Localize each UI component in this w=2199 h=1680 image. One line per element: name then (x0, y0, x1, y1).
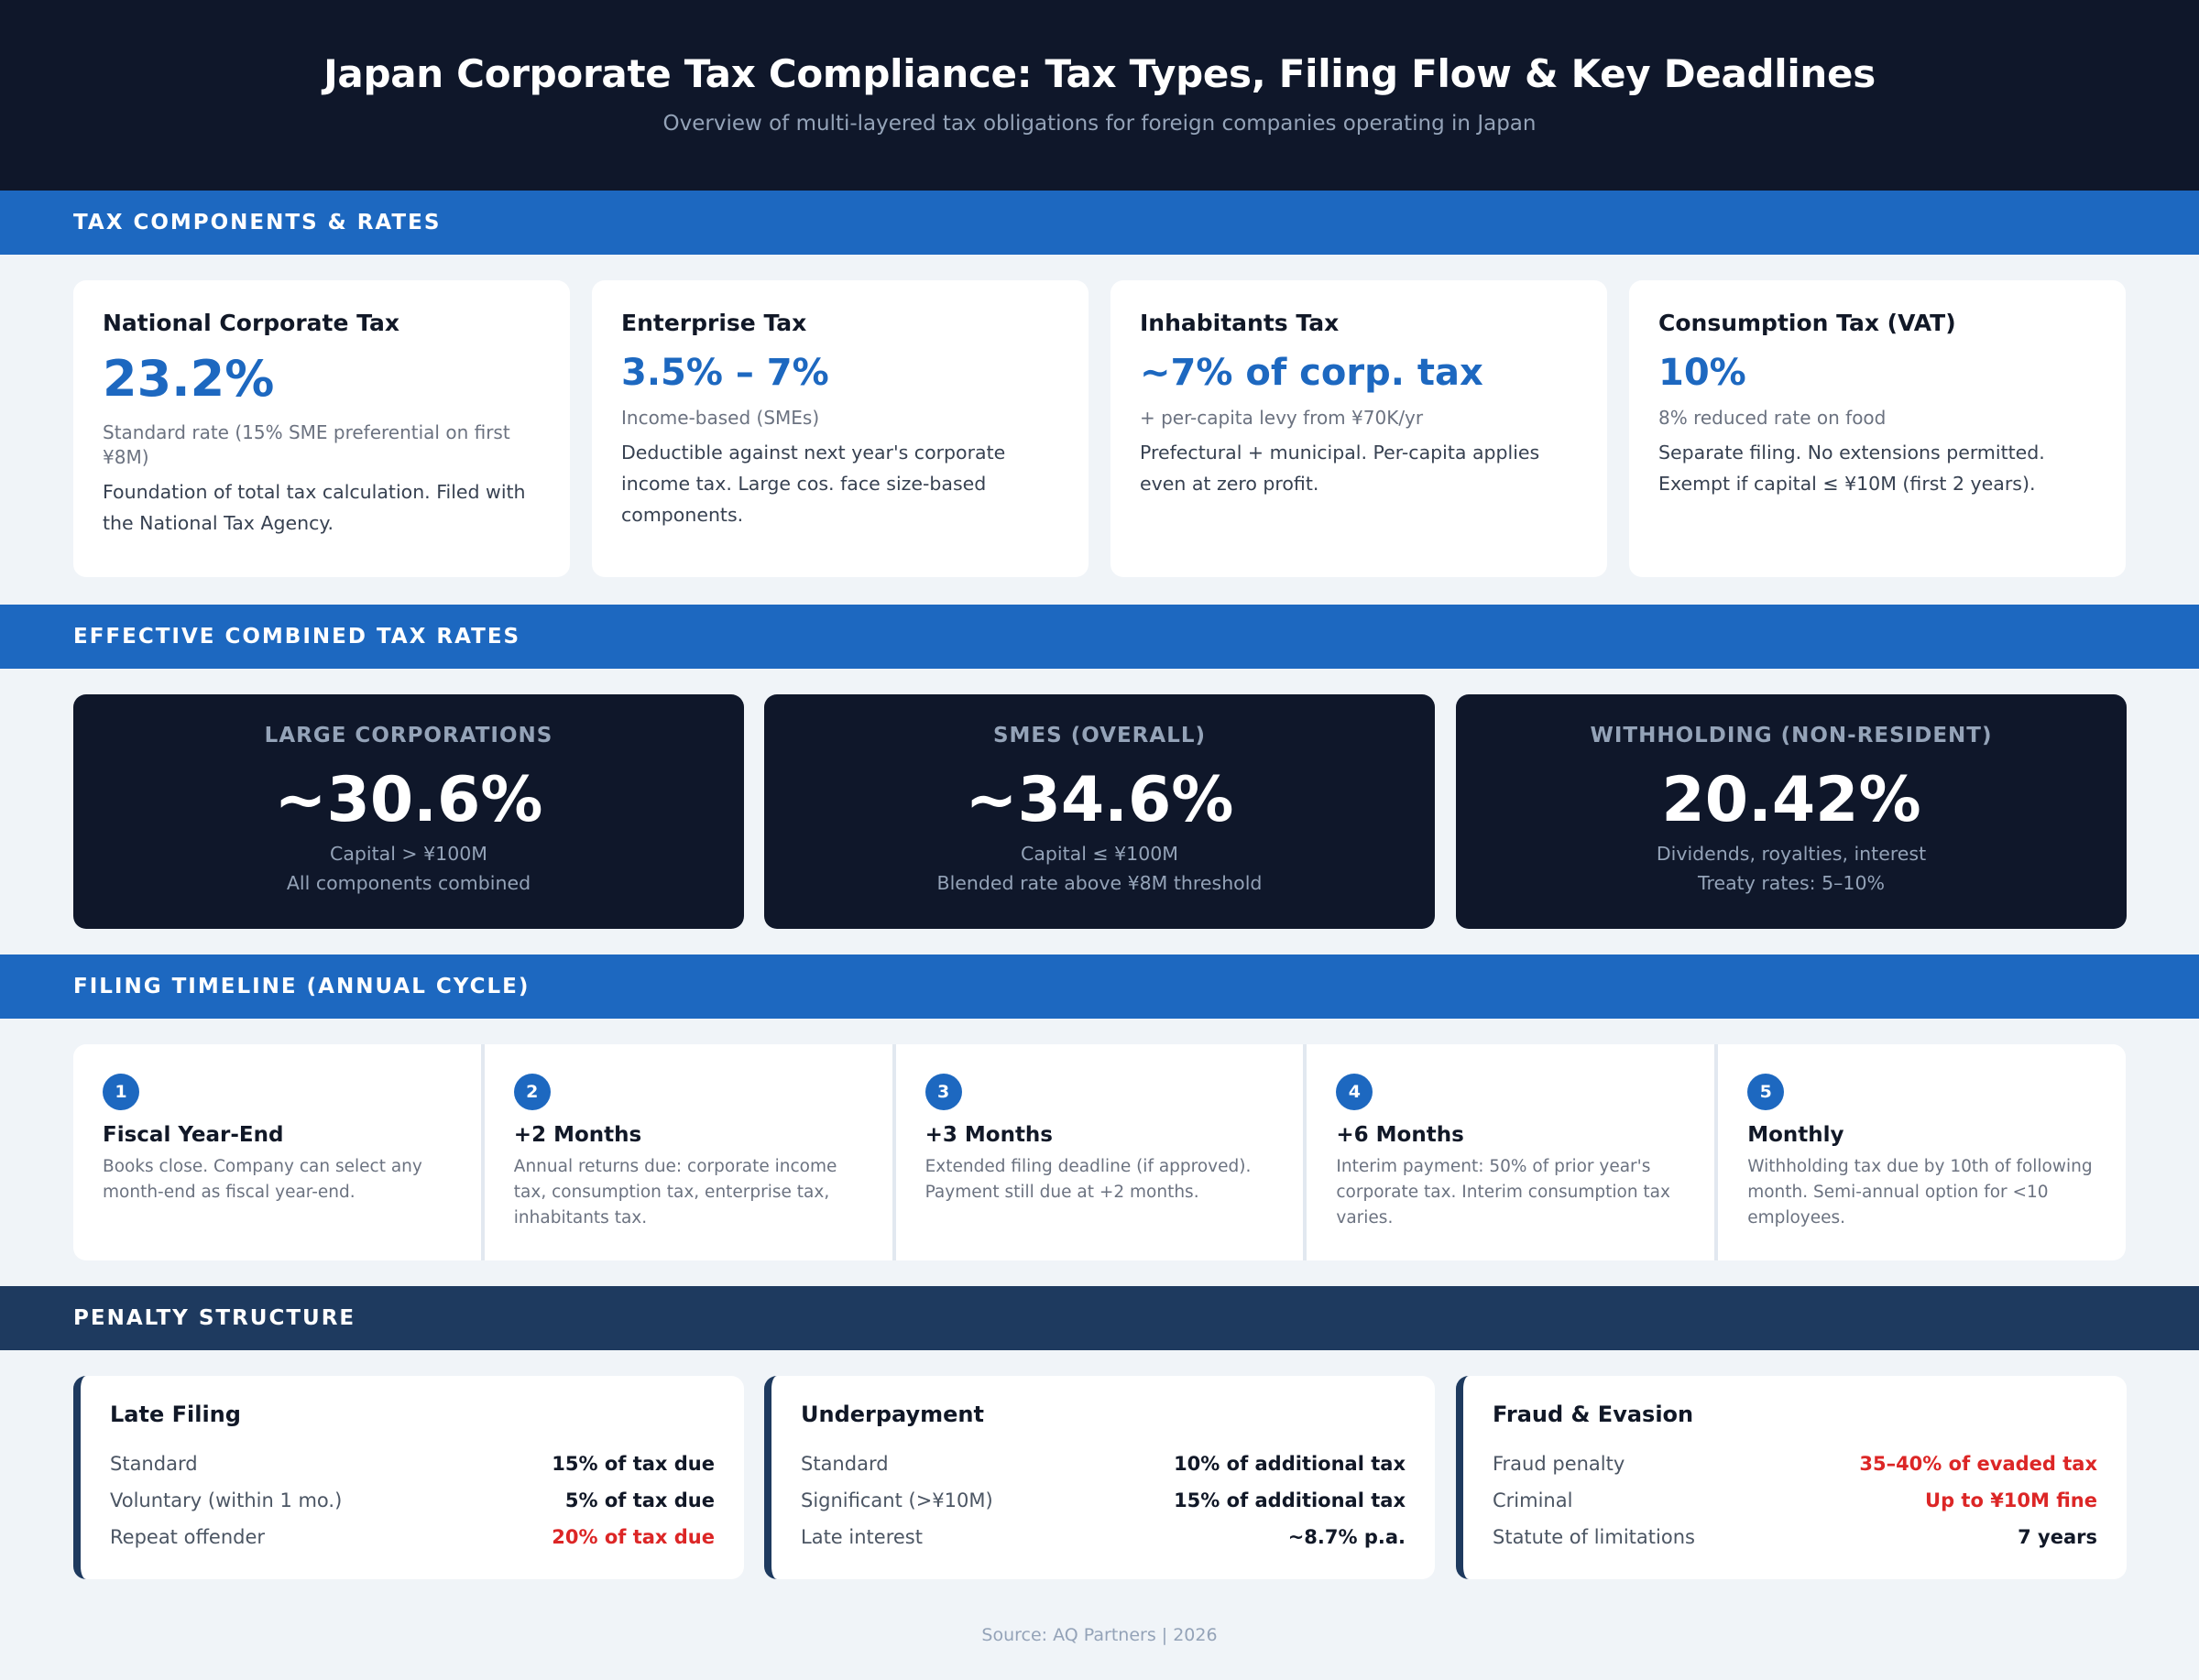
effective-rate-line: Treaty rates: 5–10% (1698, 872, 1885, 894)
effective-rate-line: Dividends, royalties, interest (1656, 843, 1927, 865)
tax-card-note: Standard rate (15% SME preferential on f… (103, 421, 510, 468)
penalty-value: 15% of additional tax (1174, 1489, 1406, 1511)
tax-card-note: 8% reduced rate on food (1658, 407, 1887, 429)
section-header-effective: EFFECTIVE COMBINED TAX RATES (0, 605, 2199, 669)
tax-card-enterprise: Enterprise Tax 3.5% – 7% Income-based (S… (592, 280, 1089, 577)
tax-card-rate: 3.5% – 7% (621, 352, 829, 394)
page-subtitle: Overview of multi-layered tax obligation… (662, 112, 1537, 136)
penalty-row: Voluntary (within 1 mo.) 5% of tax due (110, 1482, 715, 1519)
penalty-value: 20% of tax due (552, 1526, 715, 1548)
step-number-badge: 5 (1747, 1074, 1785, 1110)
tax-card-desc: Prefectural + municipal. Per-capita appl… (1140, 442, 1540, 495)
timeline-step: 1 Fiscal Year-End Books close. Company c… (73, 1044, 485, 1260)
step-title: +3 Months (924, 1123, 1053, 1147)
section-header-timeline: FILING TIMELINE (ANNUAL CYCLE) (0, 955, 2199, 1019)
effective-rate-label: SMES (OVERALL) (992, 724, 1207, 747)
step-number-badge: 2 (513, 1074, 551, 1110)
penalty-row: Standard 10% of additional tax (801, 1445, 1406, 1482)
penalty-label: Voluntary (within 1 mo.) (110, 1489, 343, 1511)
penalty-row: Standard 15% of tax due (110, 1445, 715, 1482)
tax-card-inhabitants: Inhabitants Tax ~7% of corp. tax + per-c… (1110, 280, 1607, 577)
penalty-value: ~8.7% p.a. (1287, 1526, 1406, 1548)
penalty-label: Significant (>¥10M) (801, 1489, 993, 1511)
step-title: Monthly (1747, 1123, 1844, 1147)
timeline-step: 5 Monthly Withholding tax due by 10th of… (1718, 1044, 2126, 1260)
tax-card-title: Inhabitants Tax (1140, 310, 1340, 336)
penalty-value: 5% of tax due (564, 1489, 715, 1511)
penalty-label: Standard (801, 1453, 889, 1475)
section-header-components: TAX COMPONENTS & RATES (0, 191, 2199, 255)
penalty-card-underpayment: Underpayment Standard 10% of additional t… (764, 1376, 1435, 1579)
effective-rate-label: LARGE CORPORATIONS (264, 724, 553, 747)
penalty-card-fraud: Fraud & Evasion Fraud penalty 35–40% of e… (1456, 1376, 2127, 1579)
penalty-row: Fraud penalty 35–40% of evaded tax (1493, 1445, 2097, 1482)
penalty-card-title: Fraud & Evasion (1493, 1402, 1694, 1427)
tax-card-desc: Deductible against next year's corporate… (621, 442, 1006, 526)
tax-card-title: National Corporate Tax (103, 310, 399, 336)
penalty-label: Fraud penalty (1493, 1453, 1625, 1475)
penalty-value: 10% of additional tax (1174, 1453, 1406, 1475)
tax-card-rate: 23.2% (103, 350, 275, 408)
tax-card-rate: 10% (1658, 352, 1746, 394)
penalty-row: Significant (>¥10M) 15% of additional tax (801, 1482, 1406, 1519)
tax-card-rate: ~7% of corp. tax (1140, 352, 1483, 394)
penalty-value: 7 years (2018, 1526, 2097, 1548)
penalty-value: 15% of tax due (552, 1453, 715, 1475)
effective-rate-line: Blended rate above ¥8M threshold (936, 872, 1263, 894)
timeline-step: 3 +3 Months Extended filing deadline (if… (896, 1044, 1307, 1260)
penalty-value: 35–40% of evaded tax (1859, 1453, 2097, 1475)
timeline-step: 2 +2 Months Annual returns due: corporat… (485, 1044, 896, 1260)
step-number-badge: 3 (924, 1074, 962, 1110)
step-desc: Interim payment: 50% of prior year's cor… (1336, 1157, 1670, 1227)
penalty-row: Repeat offender 20% of tax due (110, 1519, 715, 1555)
tax-card-national-corporate: National Corporate Tax 23.2% Standard ra… (73, 280, 570, 577)
page-header: Japan Corporate Tax Compliance: Tax Type… (0, 0, 2199, 191)
effective-rate-card-large: LARGE CORPORATIONS ~30.6% Capital > ¥100… (73, 694, 744, 929)
step-desc: Withholding tax due by 10th of following… (1747, 1157, 2093, 1227)
effective-rate-value: ~34.6% (965, 764, 1234, 836)
penalty-label: Repeat offender (110, 1526, 266, 1548)
penalty-label: Criminal (1493, 1489, 1573, 1511)
penalty-card-late-filing: Late Filing Standard 15% of tax due Volun… (73, 1376, 744, 1579)
step-title: Fiscal Year-End (103, 1123, 284, 1147)
step-number-badge: 4 (1336, 1074, 1373, 1110)
effective-rate-line: All components combined (286, 872, 531, 894)
effective-rate-value: ~30.6% (274, 764, 543, 836)
penalty-label: Late interest (801, 1526, 923, 1548)
tax-card-consumption: Consumption Tax (VAT) 10% 8% reduced rat… (1629, 280, 2126, 577)
tax-card-title: Enterprise Tax (621, 310, 807, 336)
step-desc: Books close. Company can select any mont… (103, 1157, 422, 1202)
effective-rate-label: WITHHOLDING (NON-RESIDENT) (1590, 724, 1993, 747)
tax-card-desc: Separate filing. No extensions permitted… (1658, 442, 2045, 495)
section-header-penalty: PENALTY STRUCTURE (0, 1286, 2199, 1350)
timeline-step: 4 +6 Months Interim payment: 50% of prio… (1307, 1044, 1719, 1260)
step-desc: Extended filing deadline (if approved). … (924, 1157, 1252, 1202)
step-desc: Annual returns due: corporate income tax… (513, 1157, 837, 1227)
page-title: Japan Corporate Tax Compliance: Tax Type… (323, 51, 1876, 96)
penalty-row: Statute of limitations 7 years (1493, 1519, 2097, 1555)
tax-card-title: Consumption Tax (VAT) (1658, 310, 1956, 336)
effective-rate-line: Capital > ¥100M (330, 843, 487, 865)
effective-rate-card-sme: SMES (OVERALL) ~34.6% Capital ≤ ¥100M Bl… (764, 694, 1435, 929)
penalty-row: Criminal Up to ¥10M fine (1493, 1482, 2097, 1519)
effective-rate-card-withholding: WITHHOLDING (NON-RESIDENT) 20.42% Divide… (1456, 694, 2127, 929)
filing-timeline: 1 Fiscal Year-End Books close. Company c… (73, 1044, 2126, 1260)
penalty-label: Standard (110, 1453, 198, 1475)
penalty-card-title: Underpayment (801, 1402, 984, 1427)
tax-card-note: + per-capita levy from ¥70K/yr (1140, 407, 1424, 429)
tax-card-note: Income-based (SMEs) (621, 407, 820, 429)
step-title: +6 Months (1336, 1123, 1464, 1147)
effective-rate-line: Capital ≤ ¥100M (1021, 843, 1178, 865)
tax-card-desc: Foundation of total tax calculation. Fil… (103, 481, 526, 534)
penalty-value: Up to ¥10M fine (1925, 1489, 2097, 1511)
step-number-badge: 1 (103, 1074, 139, 1110)
source-footnote: Source: AQ Partners | 2026 (981, 1625, 1218, 1645)
effective-rate-value: 20.42% (1661, 764, 1921, 836)
step-title: +2 Months (513, 1123, 642, 1147)
penalty-row: Late interest ~8.7% p.a. (801, 1519, 1406, 1555)
penalty-label: Statute of limitations (1493, 1526, 1695, 1548)
penalty-card-title: Late Filing (110, 1402, 241, 1427)
